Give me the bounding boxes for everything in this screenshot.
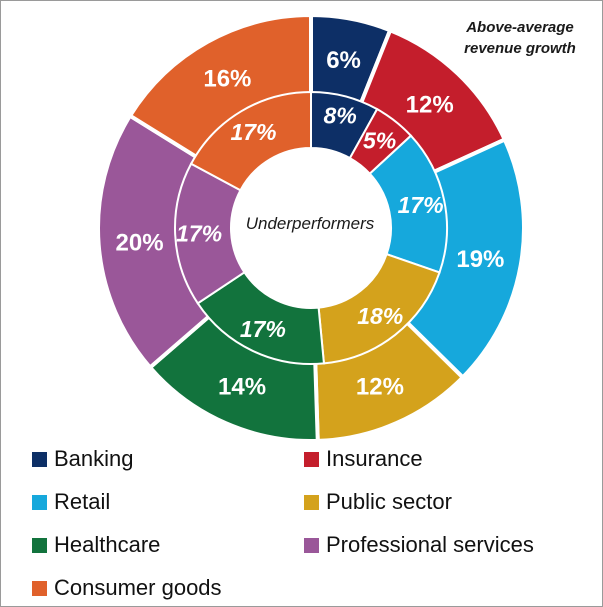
legend-label-consumer-goods: Consumer goods	[54, 575, 222, 600]
inner-ring	[174, 90, 448, 365]
legend-swatch-insurance	[304, 451, 319, 467]
legend-item-retail: Retail	[32, 489, 110, 515]
inner-segment-consumer-goods	[189, 90, 312, 192]
legend-swatch-consumer-goods	[32, 580, 47, 596]
outer-label-insurance: 12%	[406, 92, 454, 119]
legend-item-public-sector: Public sector	[304, 489, 452, 515]
legend-label-professional-services: Professional services	[326, 532, 534, 557]
legend-item-consumer-goods: Consumer goods	[32, 575, 222, 601]
inner-label-public-sector: 18%	[357, 303, 403, 329]
inner-label-healthcare: 17%	[240, 316, 286, 342]
legend-item-professional-services: Professional services	[304, 532, 534, 558]
outer-label-healthcare: 14%	[218, 374, 266, 401]
center-label: Underperformers	[246, 214, 375, 233]
legend-item-healthcare: Healthcare	[32, 532, 160, 558]
outer-label-banking: 6%	[326, 47, 361, 74]
legend-label-public-sector: Public sector	[326, 489, 452, 514]
inner-label-insurance: 5%	[363, 128, 396, 154]
legend-swatch-retail	[32, 494, 47, 510]
legend-swatch-banking	[32, 451, 47, 467]
outer-ring-title-line-1: Above-average	[465, 19, 574, 36]
legend-item-insurance: Insurance	[304, 446, 423, 472]
legend-swatch-public-sector	[304, 494, 319, 510]
legend-label-insurance: Insurance	[326, 446, 423, 471]
inner-label-professional-services: 17%	[176, 220, 222, 246]
ring-labels: 6% 12% 19% 12% 14% 20% 16% 8%5% 17% 18% 17% 17% 17%	[116, 47, 505, 400]
inner-label-banking: 8%	[324, 103, 357, 129]
outer-label-retail: 19%	[456, 246, 504, 273]
outer-ring-title-line-2: revenue growth	[464, 40, 576, 57]
legend-label-banking: Banking	[54, 446, 134, 471]
legend-item-banking: Banking	[32, 446, 134, 472]
inner-label-retail: 17%	[398, 192, 444, 218]
outer-label-consumer-goods: 16%	[203, 66, 251, 93]
legend-label-retail: Retail	[54, 489, 111, 514]
legend-swatch-professional-services	[304, 537, 319, 553]
inner-label-consumer-goods: 17%	[230, 119, 276, 145]
legend-label-healthcare: Healthcare	[54, 532, 161, 557]
outer-label-public-sector: 12%	[356, 374, 404, 401]
outer-label-professional-services: 20%	[116, 230, 164, 257]
legend-swatch-healthcare	[32, 537, 47, 553]
